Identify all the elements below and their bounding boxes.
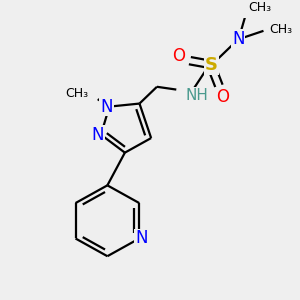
- Text: CH₃: CH₃: [269, 23, 292, 36]
- Text: N: N: [92, 126, 104, 144]
- Text: N: N: [100, 98, 113, 116]
- Text: NH: NH: [186, 88, 209, 103]
- Text: O: O: [172, 47, 185, 65]
- Text: N: N: [232, 30, 244, 48]
- Text: O: O: [216, 88, 229, 106]
- Text: S: S: [205, 56, 218, 74]
- Text: CH₃: CH₃: [248, 1, 271, 14]
- Text: N: N: [135, 230, 148, 247]
- Text: CH₃: CH₃: [65, 87, 88, 100]
